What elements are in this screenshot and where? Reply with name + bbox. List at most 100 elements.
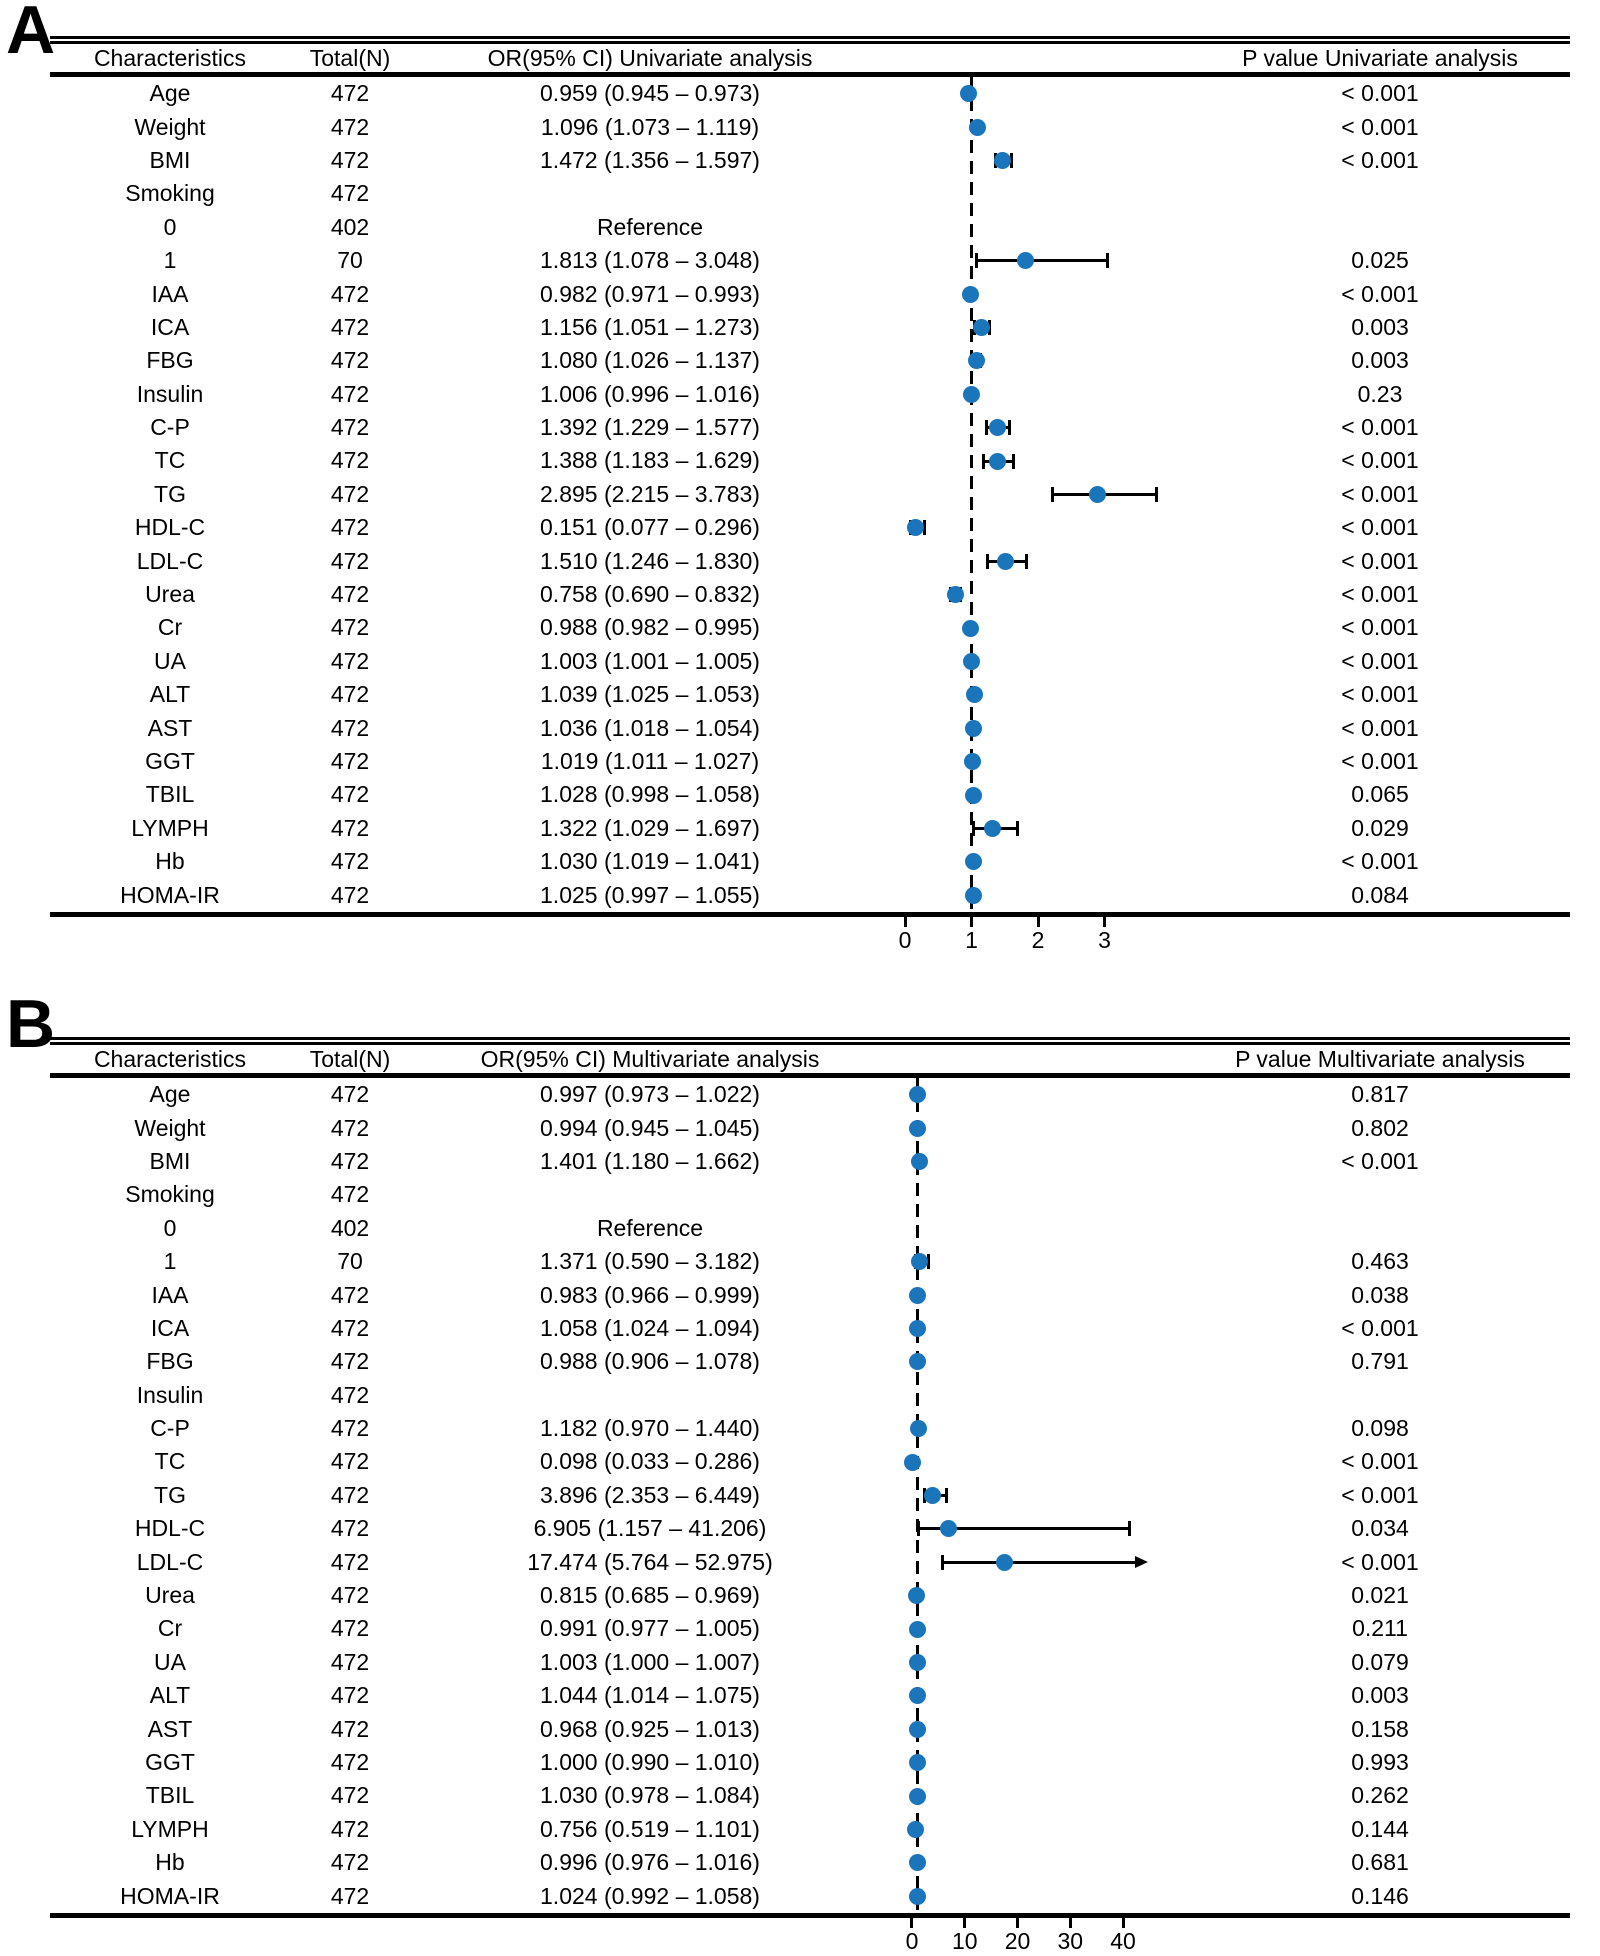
row-characteristic: ALT — [50, 683, 290, 706]
col-header-p-value: P value Univariate analysis — [1190, 45, 1570, 72]
forest-dot — [989, 453, 1006, 470]
row-characteristic: Smoking — [50, 182, 290, 205]
table-header-row: Characteristics Total(N) OR(95% CI) Mult… — [50, 1045, 1570, 1073]
table-top-rule — [50, 36, 1570, 44]
row-or-ci: 1.182 (0.970 – 1.440) — [410, 1417, 890, 1440]
forest-dot — [909, 1754, 926, 1771]
forest-dot — [924, 1487, 941, 1504]
forest-dot — [909, 1120, 926, 1137]
row-total: 472 — [290, 483, 410, 506]
row-characteristic: C-P — [50, 1417, 290, 1440]
forest-dot — [909, 1320, 926, 1337]
row-total: 472 — [290, 616, 410, 639]
row-total: 472 — [290, 1384, 410, 1407]
row-or-ci: 6.905 (1.157 – 41.206) — [410, 1517, 890, 1540]
axis-tick — [1122, 1918, 1125, 1928]
row-characteristic: ICA — [50, 1317, 290, 1340]
row-p-value: < 0.001 — [1190, 116, 1570, 139]
row-total: 472 — [290, 717, 410, 740]
row-total: 472 — [290, 884, 410, 907]
row-characteristic: GGT — [50, 1751, 290, 1774]
row-total: 70 — [290, 1250, 410, 1273]
row-total: 472 — [290, 1851, 410, 1874]
axis-tick — [970, 917, 973, 927]
row-p-value: 0.021 — [1190, 1584, 1570, 1607]
row-characteristic: Smoking — [50, 1183, 290, 1206]
row-p-value: 0.211 — [1190, 1617, 1570, 1640]
row-characteristic: UA — [50, 1651, 290, 1674]
row-total: 472 — [290, 416, 410, 439]
row-characteristic: ALT — [50, 1684, 290, 1707]
row-or-ci: 0.994 (0.945 – 1.045) — [410, 1117, 890, 1140]
row-total: 472 — [290, 1517, 410, 1540]
row-p-value: 0.038 — [1190, 1284, 1570, 1307]
row-characteristic: HDL-C — [50, 516, 290, 539]
forest-dot — [911, 1253, 928, 1270]
row-or-ci: 0.959 (0.945 – 0.973) — [410, 82, 890, 105]
ci-cap-right — [1012, 454, 1015, 469]
row-p-value: 0.23 — [1190, 383, 1570, 406]
row-or-ci: 17.474 (5.764 – 52.975) — [410, 1551, 890, 1574]
forest-dot — [963, 386, 980, 403]
forest-dot — [909, 1287, 926, 1304]
row-total: 472 — [290, 1117, 410, 1140]
forest-dot — [969, 119, 986, 136]
row-p-value: 0.791 — [1190, 1350, 1570, 1373]
row-p-value: < 0.001 — [1190, 1551, 1570, 1574]
row-p-value: 0.034 — [1190, 1517, 1570, 1540]
col-header-characteristics: Characteristics — [50, 1046, 290, 1073]
ci-cap-right — [1128, 1521, 1131, 1536]
row-or-ci: 3.896 (2.353 – 6.449) — [410, 1484, 890, 1507]
forest-dot — [909, 1621, 926, 1638]
row-p-value: 0.463 — [1190, 1250, 1570, 1273]
row-total: 472 — [290, 316, 410, 339]
col-header-or-ci: OR(95% CI) Univariate analysis — [410, 45, 890, 72]
row-characteristic: TBIL — [50, 783, 290, 806]
row-total: 472 — [290, 1183, 410, 1206]
row-characteristic: Urea — [50, 1584, 290, 1607]
forest-dot — [962, 620, 979, 637]
forest-dot — [997, 553, 1014, 570]
row-p-value: < 0.001 — [1190, 82, 1570, 105]
axis-tick-label: 0 — [875, 927, 935, 954]
row-p-value: < 0.001 — [1190, 683, 1570, 706]
ci-whisker — [977, 259, 1108, 262]
row-p-value: < 0.001 — [1190, 583, 1570, 606]
ci-cap-right — [927, 1254, 930, 1269]
row-p-value: < 0.001 — [1190, 149, 1570, 172]
row-characteristic: IAA — [50, 1284, 290, 1307]
row-or-ci: 0.997 (0.973 – 1.022) — [410, 1083, 890, 1106]
forest-dot — [909, 1788, 926, 1805]
row-total: 472 — [290, 1818, 410, 1841]
forest-dot — [989, 419, 1006, 436]
row-total: 472 — [290, 750, 410, 773]
row-p-value: 0.003 — [1190, 316, 1570, 339]
row-or-ci: 0.988 (0.982 – 0.995) — [410, 616, 890, 639]
row-total: 472 — [290, 1718, 410, 1741]
row-p-value: < 0.001 — [1190, 416, 1570, 439]
row-total: 472 — [290, 850, 410, 873]
row-p-value: 0.144 — [1190, 1818, 1570, 1841]
row-or-ci: 1.003 (1.000 – 1.007) — [410, 1651, 890, 1674]
row-characteristic: TG — [50, 1484, 290, 1507]
row-characteristic: UA — [50, 650, 290, 673]
row-total: 472 — [290, 383, 410, 406]
row-p-value: < 0.001 — [1190, 1317, 1570, 1340]
row-p-value: 0.098 — [1190, 1417, 1570, 1440]
table-header-row: Characteristics Total(N) OR(95% CI) Univ… — [50, 44, 1570, 72]
forest-table: Characteristics Total(N) OR(95% CI) Mult… — [50, 1037, 1570, 1956]
